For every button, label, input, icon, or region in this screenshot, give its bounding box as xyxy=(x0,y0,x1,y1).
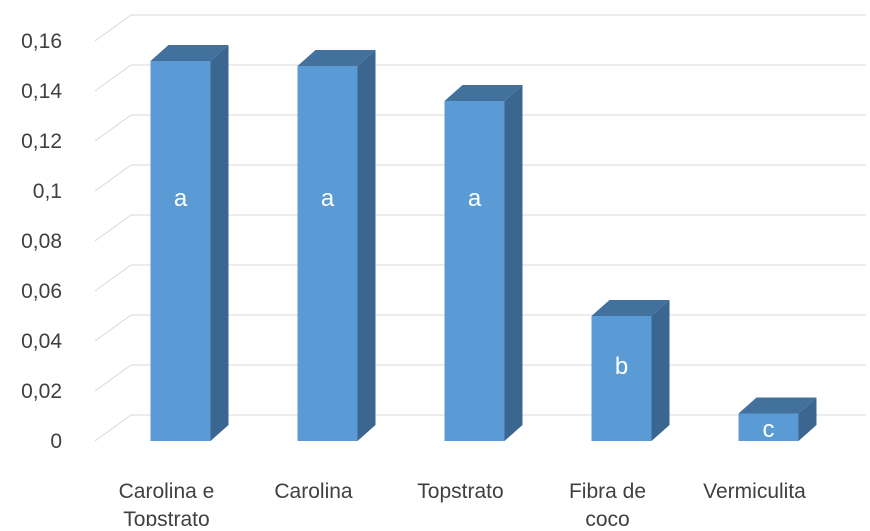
bar-side xyxy=(504,85,523,441)
bar xyxy=(738,413,799,441)
bar-side xyxy=(798,397,817,441)
x-tick-label: Fibra de xyxy=(569,480,646,503)
y-tick-label: 0 xyxy=(50,430,62,453)
y-tick-label: 0,12 xyxy=(21,130,62,153)
bar-top xyxy=(444,85,523,101)
y-tick-label: 0,06 xyxy=(21,280,62,303)
gridline-depth xyxy=(94,164,132,192)
gridline-depth xyxy=(94,414,132,442)
y-tick-label: 0,1 xyxy=(33,180,62,203)
y-tick-label: 0,04 xyxy=(21,330,62,353)
bar xyxy=(591,316,652,441)
gridline-depth xyxy=(94,114,132,142)
y-tick-label: 0,08 xyxy=(21,230,62,253)
bar-top xyxy=(297,50,376,66)
bar-side xyxy=(651,300,670,441)
y-tick-label: 0,16 xyxy=(21,30,62,53)
bar-top xyxy=(591,300,670,316)
bar-data-label: a xyxy=(174,185,188,212)
bar-top xyxy=(150,45,229,61)
bar xyxy=(150,61,211,441)
x-tick-label: Carolina e xyxy=(119,480,215,503)
bar-side xyxy=(210,45,229,441)
gridline-depth xyxy=(94,314,132,342)
x-tick-label: coco xyxy=(585,508,629,526)
gridline-depth xyxy=(94,64,132,92)
bar-data-label: a xyxy=(468,185,482,212)
y-tick-label: 0,02 xyxy=(21,380,62,403)
bar-data-label: c xyxy=(763,416,775,443)
x-tick-label: Vermiculita xyxy=(703,480,806,503)
bar xyxy=(444,101,505,441)
gridline-depth xyxy=(94,14,132,42)
gridline-depth xyxy=(94,214,132,242)
gridline-depth xyxy=(94,364,132,392)
gridline-depth xyxy=(94,264,132,292)
bar-data-label: a xyxy=(321,185,335,212)
x-tick-label: Topstrato xyxy=(123,508,209,526)
bar-side xyxy=(357,50,376,441)
x-tick-label: Carolina xyxy=(274,480,353,503)
bar-data-label: b xyxy=(615,353,628,380)
bar-top xyxy=(738,397,817,414)
x-tick-label: Topstrato xyxy=(417,480,503,503)
y-tick-label: 0,14 xyxy=(21,80,62,103)
bar xyxy=(297,66,358,441)
